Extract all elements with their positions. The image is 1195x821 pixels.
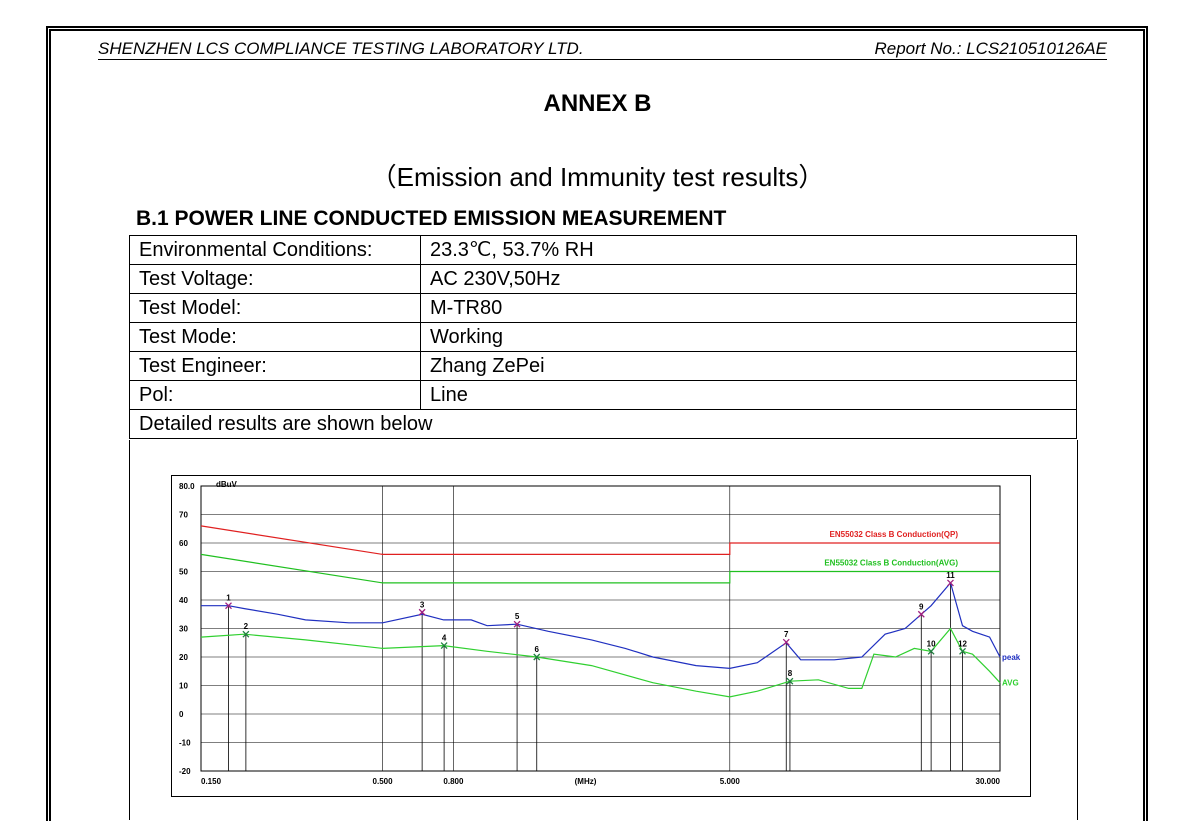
chart-border [171, 475, 1031, 797]
marker-label: 4 [442, 634, 447, 643]
marker [513, 620, 521, 628]
page-frame [46, 26, 1148, 821]
table-row: Detailed results are shown below [129, 409, 1077, 439]
x-tick-label: 0.150 [201, 777, 222, 786]
table-row: Pol: Line [129, 380, 1077, 410]
marker [782, 638, 790, 646]
x-tick-label: 30.000 [976, 777, 1001, 786]
row-label: Environmental Conditions: [129, 235, 421, 265]
row-value: 23.3℃, 53.7% RH [420, 235, 1077, 265]
series-line [200, 525, 1000, 555]
y-tick-label: 50 [179, 568, 188, 577]
y-tick-label: 10 [179, 682, 188, 691]
chart: 80.0 70 60 50 40 30 20 10 0 -10 -20 0.150 0.500 0.800… [171, 475, 1031, 797]
conditions-table: Environmental Conditions: 23.3℃, 53.7% RH… [129, 235, 1077, 439]
marker-label: 11 [946, 571, 955, 580]
series-line [201, 581, 1001, 670]
marker-label: 7 [784, 630, 789, 639]
header-rule [98, 59, 1107, 60]
x-tick-label: 0.800 [443, 777, 464, 786]
row-label: Pol: [129, 380, 421, 410]
marker [242, 630, 250, 638]
marker-label: 8 [788, 669, 793, 678]
marker-label: 12 [958, 639, 967, 648]
section-heading: B.1 POWER LINE CONDUCTED EMISSION MEASUR… [136, 207, 727, 230]
row-value: Working [420, 322, 1077, 352]
row-value: Line [420, 380, 1077, 410]
marker-label: 6 [535, 645, 540, 654]
marker-label: 5 [515, 612, 520, 621]
x-tick-label: 0.500 [373, 777, 394, 786]
note: Detailed results are shown below [129, 409, 1077, 439]
row-label: Test Model: [129, 293, 421, 323]
y-tick-label: -20 [179, 767, 191, 776]
table-row: Test Engineer: Zhang ZePei [129, 351, 1077, 381]
marker [927, 647, 935, 655]
company-name: SHENZHEN LCS COMPLIANCE TESTING LABORATO… [98, 39, 584, 58]
marker-label: 10 [927, 639, 936, 648]
report-number: Report No.: LCS210510126AE [874, 39, 1108, 58]
table-row: Environmental Conditions: 23.3℃, 53.7% RH [129, 235, 1077, 265]
series-label: EN55032 Class B Conduction(QP) [830, 530, 959, 539]
marker [917, 610, 925, 618]
row-label: Test Engineer: [129, 351, 421, 381]
chart-cell [129, 440, 1078, 820]
x-tick-label: 5.000 [720, 777, 741, 786]
marker-label: 1 [226, 594, 231, 603]
series-label: peak [1002, 653, 1021, 662]
row-label: Test Mode: [129, 322, 421, 352]
row-value: M-TR80 [420, 293, 1077, 323]
y-tick-label: 30 [179, 625, 188, 634]
table-row: Test Mode: Working [129, 322, 1077, 352]
marker [786, 677, 794, 685]
y-tick-label: 80.0 [179, 482, 195, 491]
x-axis-label: (MHz) [575, 777, 597, 786]
page: SHENZHEN LCS COMPLIANCE TESTING LABORATO… [46, 26, 1148, 821]
marker-label: 3 [420, 600, 425, 609]
row-value: AC 230V,50Hz [420, 264, 1077, 294]
marker [418, 608, 426, 616]
marker-label: 9 [919, 602, 924, 611]
marker [959, 647, 966, 655]
marker [440, 642, 448, 650]
y-unit: dBuV [216, 480, 238, 489]
y-tick-label: 40 [179, 596, 188, 605]
series-label: AVG [1002, 679, 1019, 688]
annex-subtitle: （Emission and Immunity test results） [370, 162, 825, 192]
table-row: Test Voltage: AC 230V,50Hz [129, 264, 1077, 294]
series-label: EN55032 Class B Conduction(AVG) [824, 559, 958, 568]
y-tick-label: 0 [179, 710, 184, 719]
marker [533, 653, 541, 661]
marker-label: 2 [244, 622, 249, 631]
row-label: Test Voltage: [129, 264, 421, 294]
marker [947, 579, 954, 587]
annex-title: ANNEX B [543, 90, 652, 117]
y-tick-label: 60 [179, 539, 188, 548]
table-row: Test Model: M-TR80 [129, 293, 1077, 323]
marker [225, 602, 232, 610]
row-value: Zhang ZePei [420, 351, 1077, 381]
y-tick-label: 20 [179, 653, 188, 662]
series-line [200, 553, 1000, 584]
y-tick-label: -10 [179, 739, 191, 748]
y-tick-label: 70 [179, 511, 188, 520]
